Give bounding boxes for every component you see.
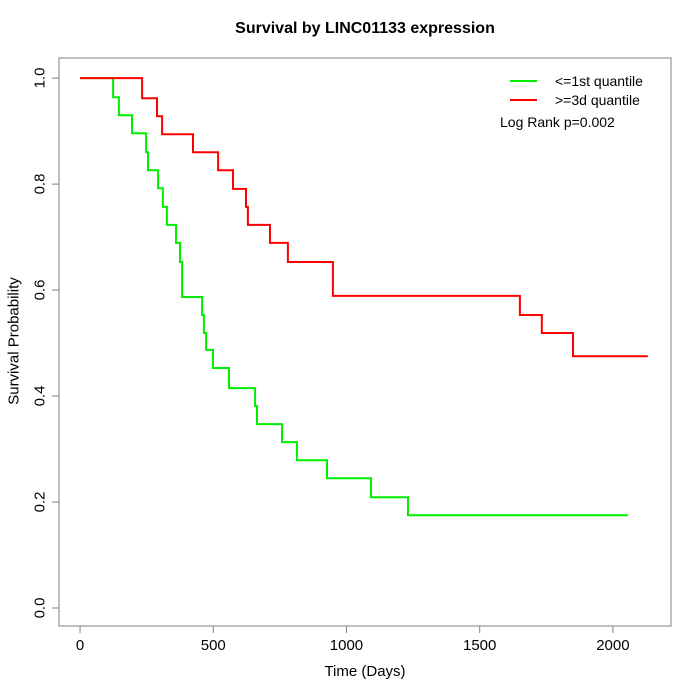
x-tick-label: 1000 (329, 637, 364, 654)
y-tick-label: 0.6 (31, 279, 49, 301)
plot-box (58, 57, 672, 627)
x-tick-label: 0 (75, 637, 85, 654)
legend-line-swatch-red (510, 98, 537, 101)
log-rank-annotation: Log Rank p=0.002 (500, 114, 615, 130)
y-axis-label: Survival Probability (5, 277, 23, 405)
y-tick-label: 1.0 (31, 67, 49, 89)
x-tick-label: 1500 (463, 637, 497, 654)
survival-curve-low-expression (80, 77, 628, 517)
y-tick-label: 0.0 (31, 597, 49, 619)
y-tick-label: 0.8 (31, 173, 49, 195)
legend-line-swatch-green (510, 79, 537, 82)
legend-label-third-quantile: >=3d quantile (555, 91, 640, 108)
chart-title: Survival by LINC01133 expression (235, 20, 495, 37)
x-tick-label: 500 (200, 637, 226, 654)
legend-label-first-quantile: <=1st quantile (555, 72, 643, 89)
y-tick-label: 0.2 (31, 491, 49, 513)
legend-item-first-quantile: <=1st quantile (510, 71, 643, 90)
x-tick-label: 2000 (596, 637, 630, 654)
legend-item-third-quantile: >=3d quantile (510, 90, 643, 109)
legend: <=1st quantile >=3d quantile (510, 71, 643, 109)
y-tick-label: 0.4 (31, 385, 49, 407)
survival-curve-high-expression (80, 77, 648, 358)
x-axis-label: Time (Days) (324, 663, 406, 680)
